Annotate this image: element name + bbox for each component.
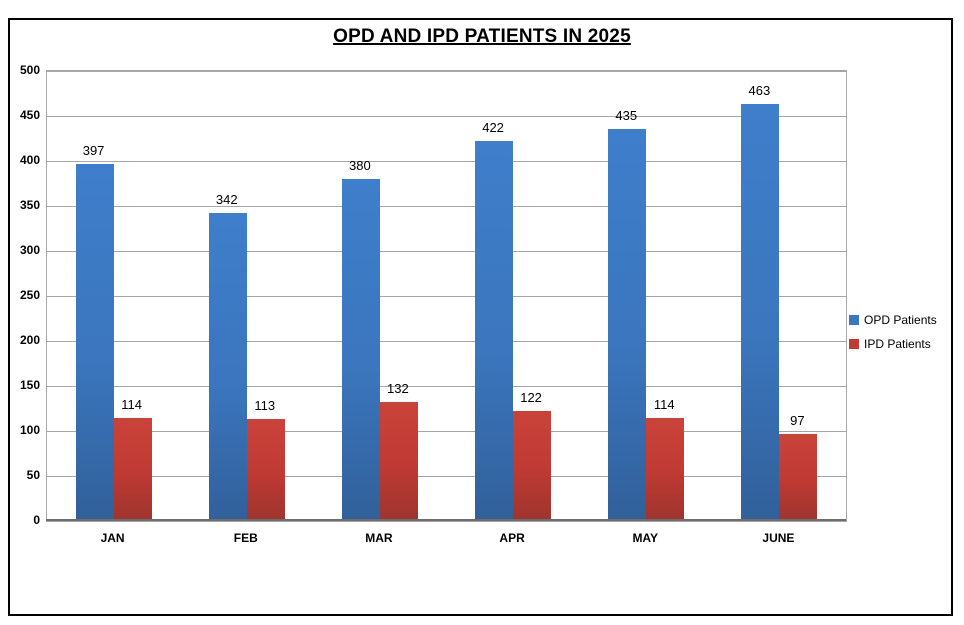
gridline-350 [47, 206, 846, 207]
gridline-400 [47, 161, 846, 162]
y-tick-label: 300 [19, 243, 40, 257]
chart-title: OPD AND IPD PATIENTS IN 2025 [333, 26, 631, 47]
data-label: 380 [349, 158, 371, 173]
gridline-150 [47, 386, 846, 387]
plot-area [46, 70, 847, 522]
x-tick-label-mar: MAR [365, 531, 393, 545]
data-label: 113 [254, 398, 276, 413]
y-tick-label: 200 [19, 333, 40, 347]
y-tick-label: 50 [26, 468, 40, 482]
gridline-200 [47, 341, 846, 342]
bar-ipd-jan [113, 418, 152, 521]
bar-opd-jan [75, 164, 114, 521]
y-tick-label: 500 [19, 63, 40, 77]
y-tick-label: 0 [33, 513, 40, 527]
bar-ipd-mar [379, 402, 418, 521]
data-label: 122 [520, 390, 542, 405]
gridline-250 [47, 296, 846, 297]
y-tick-label: 150 [19, 378, 40, 392]
y-tick-label: 350 [19, 198, 40, 212]
legend-swatch-icon [849, 315, 859, 325]
bar-ipd-june [779, 434, 818, 521]
legend: OPD Patients IPD Patients [849, 313, 937, 351]
data-label: 114 [653, 397, 675, 412]
legend-label: OPD Patients [864, 313, 937, 327]
data-label: 463 [748, 83, 771, 98]
y-tick-label: 100 [19, 423, 40, 437]
y-tick-label: 400 [19, 153, 40, 167]
data-label: 114 [121, 397, 142, 412]
x-tick-label-feb: FEB [233, 531, 258, 545]
gridline-300 [47, 251, 846, 252]
bar-opd-apr [475, 141, 514, 521]
data-label: 435 [615, 108, 638, 123]
data-label: 132 [387, 381, 409, 396]
bar-opd-mar [341, 179, 380, 521]
data-label: 397 [82, 143, 105, 158]
gridline-50 [47, 476, 846, 477]
data-label: 422 [482, 120, 504, 135]
legend-item-ipd: IPD Patients [849, 337, 937, 351]
y-tick-label: 450 [19, 108, 40, 122]
y-tick-label: 250 [19, 288, 40, 302]
gridline-100 [47, 431, 846, 432]
bar-opd-june [741, 104, 780, 521]
legend-swatch-icon [849, 339, 859, 349]
x-tick-label-apr: APR [499, 531, 525, 545]
gridline-450 [47, 116, 846, 117]
bar-ipd-may [646, 418, 685, 521]
bar-ipd-feb [246, 419, 285, 521]
x-tick-label-jan: JAN [100, 531, 125, 545]
bar-opd-may [608, 129, 647, 521]
x-tick-label-june: JUNE [762, 531, 795, 545]
data-label: 342 [215, 192, 238, 207]
bar-ipd-apr [513, 411, 552, 521]
x-tick-label-may: MAY [632, 531, 659, 545]
gridline-500 [47, 71, 846, 72]
data-label: 97 [790, 413, 805, 428]
legend-item-opd: OPD Patients [849, 313, 937, 327]
legend-label: IPD Patients [864, 337, 931, 351]
bar-opd-feb [208, 213, 247, 521]
x-axis-line [46, 519, 846, 521]
